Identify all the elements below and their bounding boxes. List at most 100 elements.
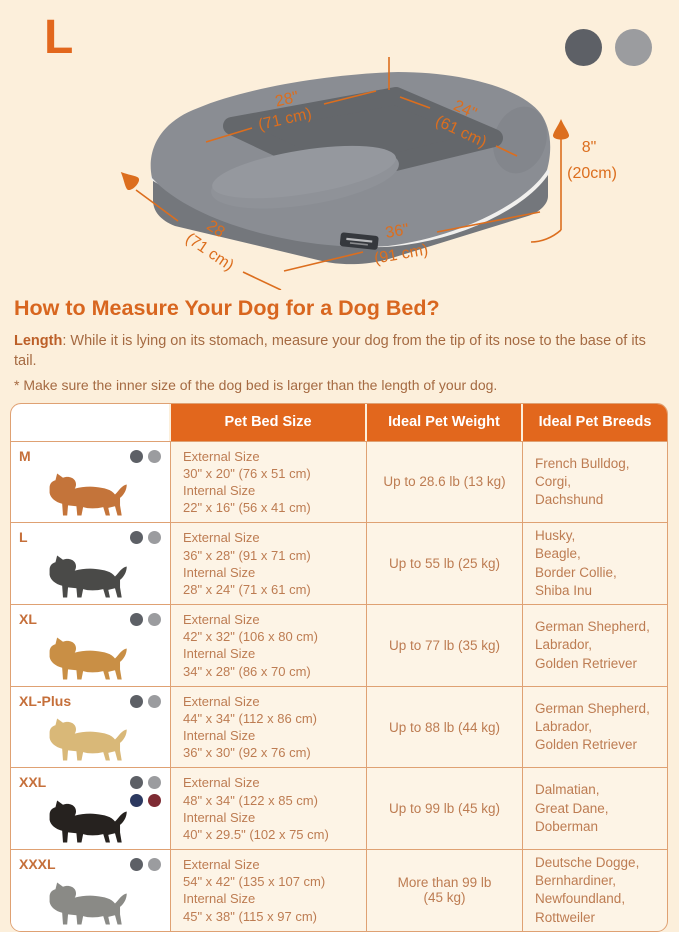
pet-bed-cell: XL [11,605,171,686]
swatch-light-gray [615,29,652,66]
color-dots [128,449,161,463]
color-dots [128,613,161,627]
internal-size-value: 36" x 30" (92 x 76 cm) [183,745,311,761]
height-in: 8" [582,139,597,156]
breeds-cell: German Shepherd, Labrador, Golden Retrie… [535,700,650,753]
breeds-cell: Dalmatian, Great Dane, Doberman [535,782,609,834]
color-dot [130,794,143,808]
swatch-dark-gray [565,29,602,66]
row-size-label: XL-Plus [19,692,72,709]
weight-cell: Up to 99 lb (45 kg) [367,768,523,849]
row-size-label: XXL [19,774,47,791]
pet-bed-cell: L [11,523,171,605]
external-size-label: External Size [183,530,260,546]
color-dot [130,857,143,871]
row-size-label: M [19,447,31,464]
size-cell: External Size 42" x 32" (106 x 80 cm) In… [171,605,367,686]
size-cell: External Size 48" x 34" (122 x 85 cm) In… [171,768,367,849]
external-size-label: External Size [183,857,260,873]
color-dot [148,449,161,463]
pet-bed-cell: XXL [11,768,171,849]
internal-size-label: Internal Size [183,482,256,498]
row-size-label: L [19,529,28,546]
table-row: XL-Plus External Size 44" x 34" (112 x 8… [11,685,667,768]
dog-bed-illustration: 28" (71 cm) 24" (61 cm) 8" (20cm) 28 (71… [120,57,617,290]
color-dot [148,776,161,790]
internal-size-value: 45" x 38" (115 x 97 cm) [183,908,317,924]
pet-bed-cell: XXXL [11,849,171,931]
bed-front-bolster [211,145,399,209]
internal-size-label: Internal Size [183,564,256,580]
size-table: Pet Bed Pet Bed Size Ideal Pet Weight Id… [10,402,668,932]
external-size-value: 54" x 42" (135 x 107 cm) [183,874,326,890]
internal-size-label: Internal Size [183,809,256,825]
color-dot [148,694,161,708]
table-row: L External Size 36" x 28" (91 x 71 cm) I… [11,522,667,605]
breeds-cell: French Bulldog, Corgi, Dachshund [535,455,630,508]
color-dot [130,613,143,627]
dog-image-corgi [49,473,127,516]
external-size-label: External Size [183,448,260,464]
color-dot [148,531,161,545]
dog-image-golden-retriever [49,637,127,680]
table-row: XXL External Size 48" x 34" (122 x 85 cm… [11,767,667,849]
size-cell: External Size 30" x 20" (76 x 51 cm) Int… [171,441,367,523]
size-cell: External Size 44" x 34" (112 x 86 cm) In… [171,686,367,768]
section-heading: How to Measure Your Dog for a Dog Bed? [14,296,440,320]
color-dot [148,613,161,627]
table-row: XL External Size 42" x 32" (106 x 80 cm)… [11,604,667,686]
table-row: M External Size 30" x 20" (76 x 51 cm) I… [11,440,667,523]
breeds-cell: Deutsche Dogge, Bernhardiner, Newfoundla… [535,854,640,925]
breeds-cell: German Shepherd, Labrador, Golden Retrie… [535,619,650,671]
dog-image-malamute [49,882,127,925]
internal-size-label: Internal Size [183,891,256,907]
size-cell: External Size 36" x 28" (91 x 71 cm) Int… [171,523,367,605]
header-ideal-pet-weight: Ideal Pet Weight [367,403,523,441]
length-text: : While it is lying on its stomach, meas… [14,333,646,370]
inner-width-in: 28" [274,89,301,111]
product-hero: 28" (71 cm) 24" (61 cm) 8" (20cm) 28 (71… [0,0,679,290]
front-in: 36" [384,221,410,242]
header-ideal-pet-breeds: Ideal Pet Breeds [538,414,652,431]
color-dot [130,531,143,545]
dog-image-border-collie [49,555,127,598]
color-dot [148,857,161,871]
size-label: L [44,11,74,64]
brand-tag [339,232,379,250]
internal-size-label: Internal Size [183,646,256,662]
external-size-value: 36" x 28" (91 x 71 cm) [183,547,311,563]
length-paragraph: Length: While it is lying on its stomach… [14,331,665,372]
arrow-up-icon [552,119,570,140]
internal-size-label: Internal Size [183,728,256,744]
color-dots [128,776,161,808]
color-dot [130,694,143,708]
external-size-label: External Size [183,775,260,791]
color-swatches [565,29,652,66]
color-dots [128,857,161,871]
external-size-value: 42" x 32" (106 x 80 cm) [183,629,318,645]
color-dots [128,694,161,708]
color-dot [130,776,143,790]
length-label: Length [14,333,63,349]
bed-base [153,172,548,265]
row-size-label: XL [19,611,37,628]
arrow-upleft-icon [120,172,139,190]
weight-cell: Up to 28.6 lb (13 kg) [367,441,523,523]
internal-size-value: 28" x 24" (71 x 61 cm) [183,581,311,597]
header-pet-bed: Pet Bed [11,403,171,441]
size-cell: External Size 54" x 42" (135 x 107 cm) I… [171,849,367,931]
row-size-label: XXXL [19,855,56,872]
color-dots [128,531,161,545]
weight-cell: Up to 55 lb (25 kg) [367,523,523,605]
bed-bolster-roll [493,106,547,174]
pet-bed-cell: M [11,441,171,523]
pet-bed-cell: XL-Plus [11,686,171,768]
measure-section: How to Measure Your Dog for a Dog Bed? L… [0,290,679,393]
dog-image-labrador [49,718,127,761]
external-size-value: 48" x 34" (122 x 85 cm) [183,792,318,808]
breeds-cell: Husky, Beagle, Border Collie, Shiba Inu [535,528,617,598]
external-size-value: 30" x 20" (76 x 51 cm) [183,465,311,481]
internal-size-value: 40" x 29.5" (102 x 75 cm) [183,826,329,842]
internal-size-value: 34" x 28" (86 x 70 cm) [183,663,311,679]
dog-image-doberman [49,800,127,843]
